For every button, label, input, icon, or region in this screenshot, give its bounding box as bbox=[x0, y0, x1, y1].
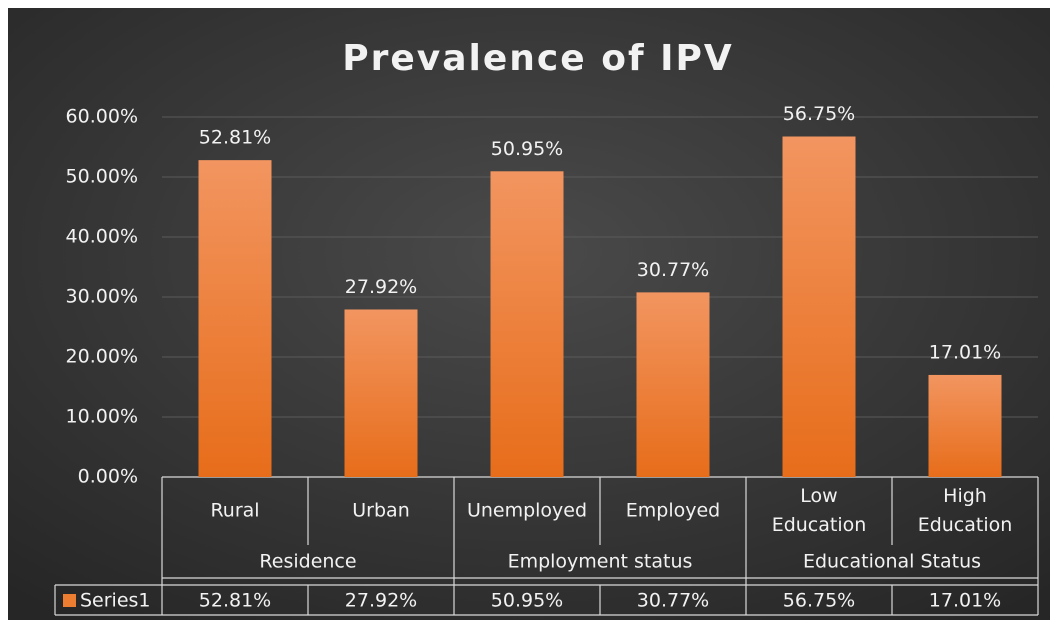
x-tick-label: Employed bbox=[626, 500, 720, 522]
table-value: 27.92% bbox=[345, 590, 417, 612]
legend-label: Series1 bbox=[80, 590, 151, 612]
data-label: 50.95% bbox=[491, 138, 563, 160]
y-tick-label: 30.00% bbox=[66, 286, 138, 308]
group-label: Educational Status bbox=[803, 551, 981, 573]
y-tick-label: 60.00% bbox=[66, 106, 138, 128]
table-value: 30.77% bbox=[637, 590, 709, 612]
x-tick-label: High Education bbox=[918, 485, 1013, 536]
table-value: 50.95% bbox=[491, 590, 563, 612]
data-label: 56.75% bbox=[783, 103, 855, 125]
x-tick-label-line: High bbox=[943, 485, 987, 507]
y-tick-label: 10.00% bbox=[66, 406, 138, 428]
data-label: 27.92% bbox=[345, 276, 417, 298]
y-tick-label: 0.00% bbox=[78, 466, 138, 488]
y-tick-label: 40.00% bbox=[66, 226, 138, 248]
bar bbox=[782, 136, 856, 477]
legend-swatch bbox=[63, 594, 76, 607]
x-tick-label: Rural bbox=[210, 500, 259, 522]
bar bbox=[198, 160, 272, 477]
group-label: Residence bbox=[259, 551, 356, 573]
table-value: 56.75% bbox=[783, 590, 855, 612]
data-label: 17.01% bbox=[929, 341, 1001, 363]
bar bbox=[636, 292, 710, 477]
table-value: 52.81% bbox=[199, 590, 271, 612]
x-tick-label-line: Low bbox=[800, 485, 837, 507]
table-value: 17.01% bbox=[929, 590, 1001, 612]
y-tick-label: 50.00% bbox=[66, 166, 138, 188]
chart-title: Prevalence of IPV bbox=[342, 38, 734, 79]
bar bbox=[490, 171, 564, 478]
bar bbox=[928, 374, 1002, 477]
x-tick-label: Low Education bbox=[772, 485, 867, 536]
y-tick-label: 20.00% bbox=[66, 346, 138, 368]
x-tick-label: Urban bbox=[352, 500, 409, 522]
data-label: 52.81% bbox=[199, 127, 271, 149]
x-tick-label-line: Education bbox=[918, 514, 1013, 536]
bar bbox=[344, 309, 418, 477]
x-tick-label: Unemployed bbox=[467, 500, 587, 522]
x-tick-label-line: Education bbox=[772, 514, 867, 536]
data-label: 30.77% bbox=[637, 259, 709, 281]
group-label: Employment status bbox=[508, 551, 693, 573]
